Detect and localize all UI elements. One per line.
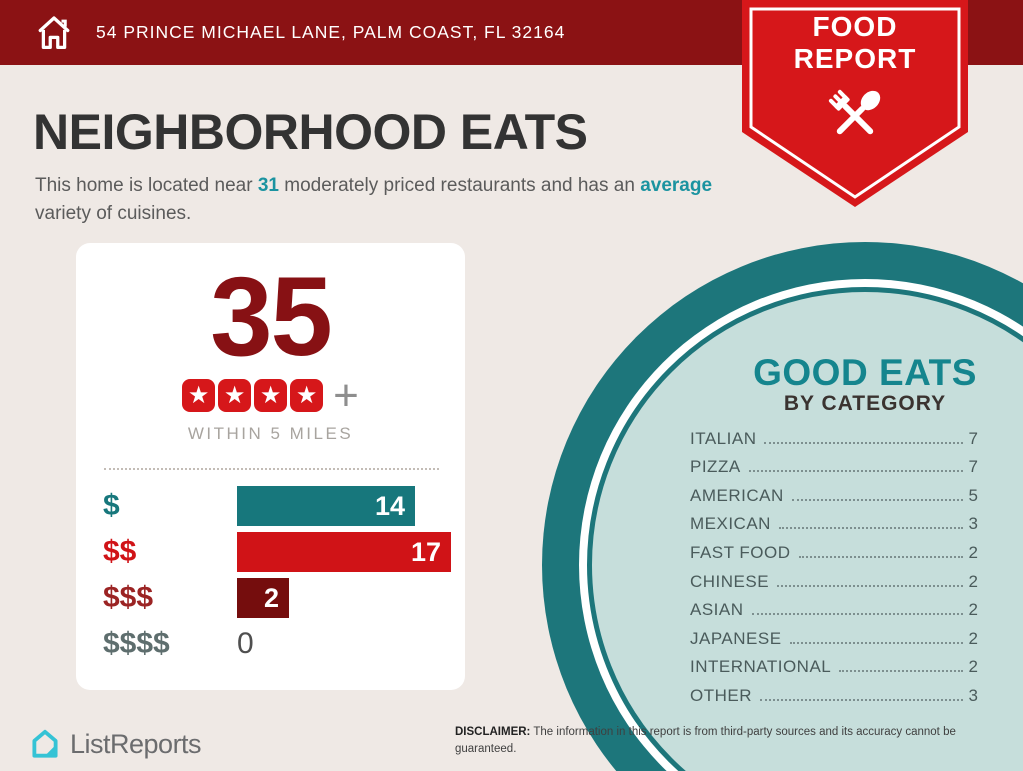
disclaimer-label: DISCLAIMER: xyxy=(455,726,531,738)
listreports-logo: ListReports xyxy=(28,726,202,762)
good-eats-subtitle: BY CATEGORY xyxy=(783,392,947,415)
bar-dollar3: 2 xyxy=(237,578,289,618)
property-address: 54 PRINCE MICHAEL LANE, PALM COAST, FL 3… xyxy=(96,22,566,42)
price-tier-label: $$$$ xyxy=(103,627,170,660)
ribbon-title-line1: FOOD xyxy=(812,11,898,42)
category-list: ITALIAN 7 PIZZA 7 AMERICAN 5 MEXICAN 3 FAST … xyxy=(690,423,978,709)
category-label: FAST FOOD xyxy=(690,542,791,562)
category-label: CHINESE xyxy=(690,571,770,591)
category-row: CHINESE 2 xyxy=(690,566,978,595)
intro-subtitle: This home is located near 31 moderately … xyxy=(35,172,715,227)
bar-dollar2: 17 xyxy=(237,532,451,572)
ribbon-title: FOOD REPORT xyxy=(742,11,968,75)
category-label: OTHER xyxy=(690,685,752,705)
page-title: NEIGHBORHOOD EATS xyxy=(33,104,588,160)
dotted-leader xyxy=(798,555,963,558)
dotted-leader xyxy=(789,641,963,644)
food-report-ribbon: FOOD REPORT xyxy=(742,0,968,210)
category-row: JAPANESE 2 xyxy=(690,623,978,652)
dotted-divider xyxy=(104,468,439,470)
bar-row-dollar: $ 14 xyxy=(103,486,465,526)
category-value: 5 xyxy=(968,485,978,505)
price-tier-label: $$$ xyxy=(103,581,154,614)
variety-highlight: average xyxy=(640,175,713,196)
restaurant-summary-card: 35 ★ ★ ★ ★ + WITHIN 5 MILES $ 14 $$ 17 $$$ … xyxy=(76,243,465,690)
subtitle-middle: moderately priced restaurants and has an xyxy=(278,175,641,196)
category-value: 3 xyxy=(968,514,978,534)
category-row: INTERNATIONAL 2 xyxy=(690,652,978,681)
price-tier-bar-chart: $ 14 $$ 17 $$$ 2 $$$$ 0 xyxy=(76,486,465,664)
bar-dollar4: 0 xyxy=(237,624,254,664)
bar-row-dollar2: $$ 17 xyxy=(103,532,465,572)
category-row: MEXICAN 3 xyxy=(690,509,978,538)
plus-icon: + xyxy=(333,371,359,420)
bar-dollar: 14 xyxy=(237,486,415,526)
crossed-spoon-fork-icon xyxy=(828,89,881,135)
disclaimer-body: The information in this report is from t… xyxy=(455,726,956,755)
category-row: AMERICAN 5 xyxy=(690,480,978,509)
dotted-leader xyxy=(777,584,963,587)
dotted-leader xyxy=(778,527,963,530)
category-label: INTERNATIONAL xyxy=(690,657,832,677)
restaurant-count-highlight: 31 xyxy=(257,175,279,196)
dotted-leader xyxy=(760,698,963,701)
category-value: 2 xyxy=(968,600,978,620)
ribbon-title-line2: REPORT xyxy=(793,42,917,74)
category-label: AMERICAN xyxy=(690,485,784,505)
category-label: MEXICAN xyxy=(690,514,771,534)
bar-value: 17 xyxy=(410,536,441,567)
subtitle-prefix: This home is located near xyxy=(35,175,258,196)
disclaimer-text: DISCLAIMER: The information in this repo… xyxy=(455,724,995,757)
ribbon-banner-shape xyxy=(742,0,968,207)
category-label: ITALIAN xyxy=(690,428,757,448)
home-icon xyxy=(38,15,70,49)
bar-value: 2 xyxy=(263,582,279,613)
bar-row-dollar4: $$$$ 0 xyxy=(103,624,465,664)
category-label: JAPANESE xyxy=(690,628,782,648)
good-eats-title: GOOD EATS xyxy=(753,352,977,393)
restaurant-total-count: 35 xyxy=(210,254,333,379)
dotted-leader xyxy=(839,670,963,673)
bar-row-dollar3: $$$ 2 xyxy=(103,578,465,618)
category-value: 7 xyxy=(968,428,978,448)
category-value: 2 xyxy=(968,542,978,562)
category-value: 3 xyxy=(968,685,978,705)
category-value: 2 xyxy=(968,571,978,591)
brand-name: ListReports xyxy=(70,728,202,759)
category-row: PIZZA 7 xyxy=(690,452,978,481)
category-value: 2 xyxy=(968,628,978,648)
subtitle-suffix: variety of cuisines. xyxy=(35,202,192,224)
star-icon: ★ xyxy=(218,379,252,412)
bar-value: 0 xyxy=(237,627,254,660)
dotted-leader xyxy=(791,498,963,501)
price-tier-label: $$ xyxy=(103,535,137,568)
star-icon: ★ xyxy=(254,379,288,412)
category-label: ASIAN xyxy=(690,600,744,620)
star-rating: ★ ★ ★ ★ + xyxy=(76,371,465,420)
price-tier-label: $ xyxy=(103,489,120,522)
listreports-house-icon xyxy=(32,729,58,758)
good-eats-circle: GOOD EATS BY CATEGORY ITALIAN 7 PIZZA 7 AM… xyxy=(587,287,1023,771)
bar-value: 14 xyxy=(374,490,405,521)
category-row: OTHER 3 xyxy=(690,680,978,709)
category-row: ITALIAN 7 xyxy=(690,423,978,452)
category-value: 7 xyxy=(968,457,978,477)
radius-note: WITHIN 5 MILES xyxy=(187,424,354,443)
category-row: ASIAN 2 xyxy=(690,595,978,624)
star-icons-group: ★ ★ ★ ★ xyxy=(182,379,324,412)
dotted-leader xyxy=(751,613,963,616)
category-label: PIZZA xyxy=(690,457,741,477)
category-value: 2 xyxy=(968,657,978,677)
star-icon: ★ xyxy=(290,379,324,412)
category-row: FAST FOOD 2 xyxy=(690,537,978,566)
star-icon: ★ xyxy=(182,379,216,412)
dotted-leader xyxy=(748,470,963,473)
dotted-leader xyxy=(764,441,963,444)
